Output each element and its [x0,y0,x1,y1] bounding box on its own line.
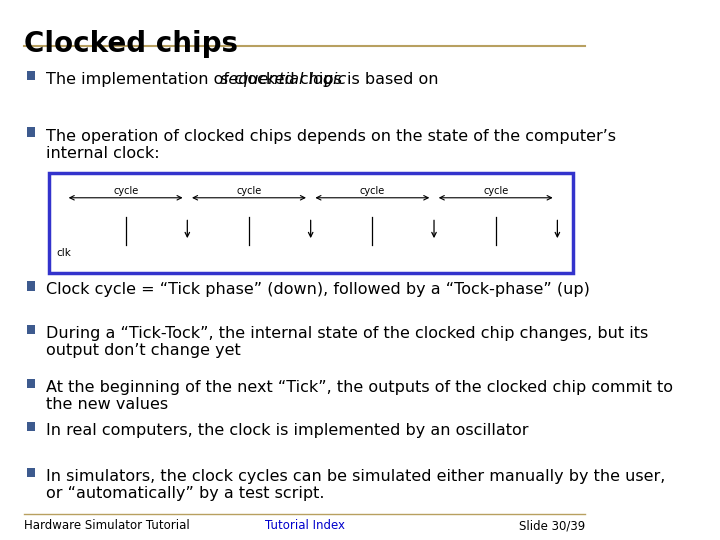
Bar [27,422,35,431]
Bar [27,281,35,291]
Text: cycle: cycle [236,186,261,195]
Text: cycle: cycle [360,186,385,195]
Bar [27,325,35,334]
Text: In real computers, the clock is implemented by an oscillator: In real computers, the clock is implemen… [45,423,528,438]
Bar [27,468,35,477]
Text: At the beginning of the next “Tick”, the outputs of the clocked chip commit to
t: At the beginning of the next “Tick”, the… [45,380,672,412]
Text: During a “Tick-Tock”, the internal state of the clocked chip changes, but its
ou: During a “Tick-Tock”, the internal state… [45,326,648,358]
Text: The implementation of clocked chips is based on: The implementation of clocked chips is b… [45,72,444,87]
Text: Clocked chips: Clocked chips [24,30,238,58]
FancyBboxPatch shape [49,173,572,273]
Text: cycle: cycle [483,186,508,195]
Text: Tutorial Index: Tutorial Index [264,519,345,532]
Text: Slide 30/39: Slide 30/39 [518,519,585,532]
Text: The operation of clocked chips depends on the state of the computer’s
internal c: The operation of clocked chips depends o… [45,129,616,161]
Text: sequential logic: sequential logic [220,72,346,87]
Bar [27,71,35,80]
Text: In simulators, the clock cycles can be simulated either manually by the user,
or: In simulators, the clock cycles can be s… [45,469,665,501]
Text: Hardware Simulator Tutorial: Hardware Simulator Tutorial [24,519,190,532]
Bar [27,379,35,388]
Text: cycle: cycle [113,186,138,195]
Bar [27,127,35,137]
Text: clk: clk [56,248,71,259]
Text: Clock cycle = “Tick phase” (down), followed by a “Tock-phase” (up): Clock cycle = “Tick phase” (down), follo… [45,282,590,298]
